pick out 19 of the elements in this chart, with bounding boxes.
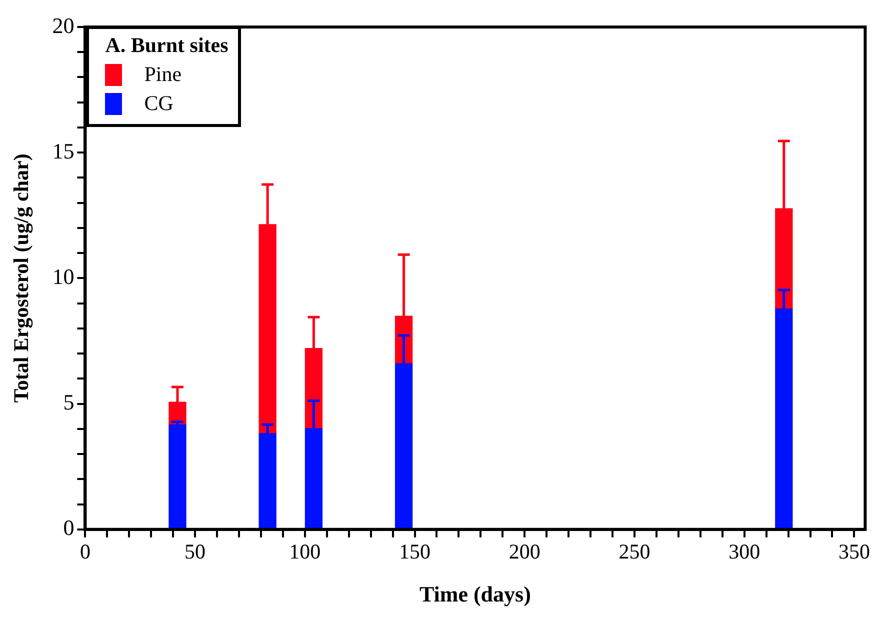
y-tick-label: 5: [63, 390, 74, 415]
x-tick-label: 250: [618, 540, 650, 564]
legend-label: Pine: [144, 62, 182, 87]
x-tick-label: 300: [728, 540, 760, 564]
legend-title: A. Burnt sites: [105, 33, 228, 58]
y-tick-label: 10: [52, 264, 74, 289]
y-axis-title: Total Ergosterol (ug/g char): [9, 154, 34, 403]
legend-label: CG: [144, 91, 174, 116]
x-tick-label: 200: [508, 540, 540, 564]
y-tick-label: 15: [52, 138, 74, 164]
x-tick-label: 100: [289, 540, 321, 564]
x-tick-label: 150: [399, 540, 431, 564]
bar: [168, 424, 186, 529]
x-tick-label: 350: [838, 540, 870, 564]
x-axis-title: Time (days): [419, 581, 531, 606]
y-tick-label: 20: [52, 12, 74, 38]
x-tick-label: 50: [184, 540, 206, 564]
x-tick-label: 0: [80, 540, 90, 564]
y-tick-label: 0: [63, 515, 74, 540]
